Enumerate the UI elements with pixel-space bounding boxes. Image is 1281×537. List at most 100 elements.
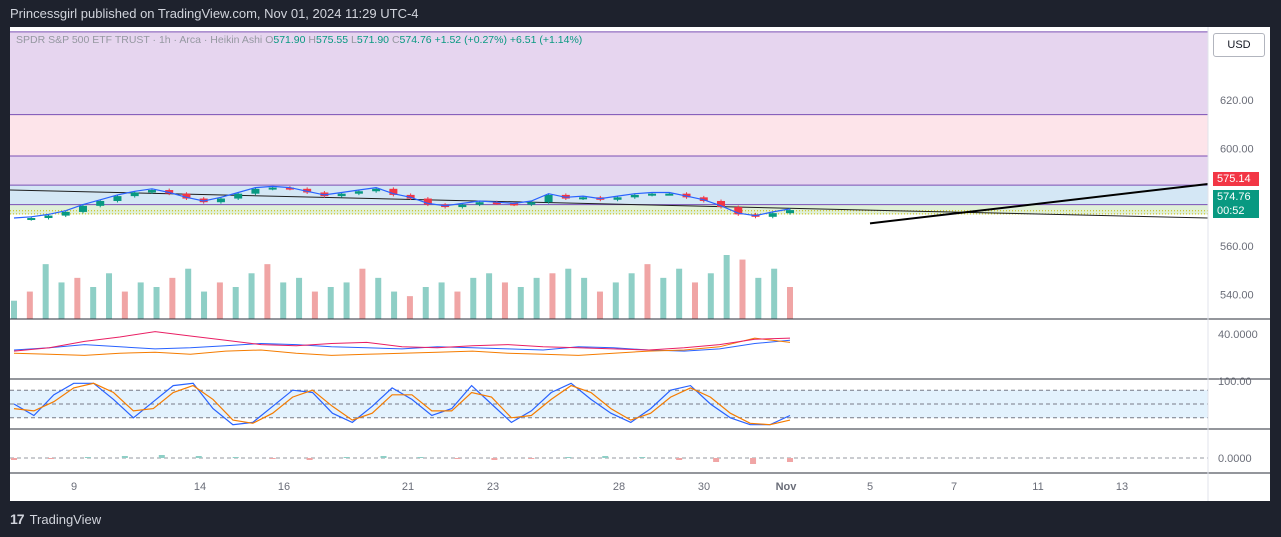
countdown-tag: 00:52	[1213, 204, 1259, 218]
x-tick-6: 30	[698, 481, 710, 493]
volume-bar-2	[42, 264, 49, 319]
candle-body-15	[268, 187, 277, 190]
dmi-line-1	[13, 337, 791, 356]
volume-bar-11	[185, 268, 192, 319]
symbol-label[interactable]: SPDR S&P 500 ETF TRUST · 1h · Arca · Hei…	[16, 34, 263, 46]
candle-body-40	[699, 197, 708, 201]
currency-button[interactable]: USD	[1213, 33, 1265, 57]
candle-body-1	[27, 218, 36, 221]
volume-bar-14	[232, 287, 239, 319]
volume-bar-13	[216, 282, 223, 319]
candle-body-38	[665, 193, 674, 196]
volume-bar-1	[26, 291, 33, 319]
candle-body-41	[717, 200, 726, 208]
close-label: C	[391, 34, 400, 46]
x-tick-2: 16	[278, 481, 290, 493]
macd-bar-14	[528, 458, 535, 459]
macd-bar-20	[750, 458, 757, 464]
macd-bar-10	[380, 456, 387, 458]
x-tick-11: 13	[1116, 481, 1128, 493]
candle-body-9	[165, 190, 174, 194]
candle-body-6	[113, 196, 122, 201]
candle-body-13	[234, 193, 243, 199]
volume-bar-31	[501, 282, 508, 319]
macd-bar-6	[232, 457, 239, 458]
candle-body-5	[96, 200, 105, 206]
stoch-line-1	[13, 382, 791, 426]
candle-body-24	[423, 198, 432, 205]
ohlc-legend: SPDR S&P 500 ETF TRUST · 1h · Arca · Hei…	[16, 34, 582, 46]
last-price-tag: 574.76	[1213, 190, 1259, 204]
chart-svg[interactable]: 620.00 600.00 560.00 540.00 40.0000 100.00 0.0…	[10, 27, 1270, 501]
macd-bar-8	[306, 458, 313, 460]
macd-bar-15	[565, 457, 572, 458]
tradingview-logo-icon: 17	[10, 511, 25, 527]
price-tick-3: 540.00	[1220, 290, 1254, 302]
candle-body-28	[492, 202, 501, 205]
volume-bar-3	[58, 282, 65, 319]
zone-2	[10, 155, 1208, 186]
footer: 17 TradingView	[10, 511, 101, 527]
volume-bar-38	[612, 282, 619, 319]
macd-bar-13	[491, 458, 498, 460]
chart-frame[interactable]: 620.00 600.00 560.00 540.00 40.0000 100.00 0.0…	[10, 27, 1270, 501]
x-tick-4: 23	[487, 481, 499, 493]
volume-bar-35	[565, 268, 572, 319]
volume-bar-16	[264, 264, 271, 319]
macd-bar-7	[269, 458, 276, 459]
volume-bar-36	[581, 277, 588, 319]
volume-bar-44	[707, 273, 714, 319]
price-tick-0: 620.00	[1220, 95, 1254, 107]
candle-body-4	[78, 205, 87, 212]
candle-body-36	[630, 194, 639, 198]
publisher-line: Princessgirl published on TradingView.co…	[10, 6, 419, 21]
volume-bar-25	[406, 296, 413, 319]
volume-bar-20	[327, 287, 334, 319]
macd-bar-0	[11, 458, 17, 460]
macd-bar-18	[676, 458, 683, 460]
low-label: L	[351, 34, 357, 46]
volume-bar-46	[739, 259, 746, 319]
candle-body-20	[354, 191, 363, 194]
x-tick-5: 28	[613, 481, 625, 493]
volume-bar-0	[11, 300, 17, 319]
candle-body-22	[389, 188, 398, 195]
moving-average-line	[13, 185, 791, 219]
volume-bar-15	[248, 273, 255, 319]
low-value: 571.90	[356, 34, 390, 46]
zone-0	[10, 31, 1208, 115]
candle-body-17	[303, 188, 312, 193]
close-value: 574.76	[399, 34, 432, 46]
volume-bar-28	[454, 291, 461, 319]
candle-body-14	[251, 188, 260, 194]
volume-bar-5	[90, 287, 97, 319]
candle-body-3	[61, 211, 70, 216]
x-tick-8: 5	[867, 481, 873, 493]
candle-body-29	[510, 203, 519, 206]
candle-body-11	[199, 198, 208, 203]
change-value: +1.52 (+0.27%)	[434, 34, 507, 46]
trendline-up	[869, 182, 1209, 225]
x-tick-10: 11	[1032, 481, 1043, 493]
x-tick-0: 9	[71, 481, 77, 493]
macd-bar-12	[454, 458, 461, 459]
macd-bar-17	[639, 457, 646, 458]
volume-bar-41	[660, 277, 667, 319]
high-label: H	[308, 34, 316, 46]
macd-bar-5	[195, 456, 202, 458]
volume-bar-47	[755, 277, 762, 319]
volume-bar-32	[517, 287, 524, 319]
volume-bar-8	[137, 282, 144, 319]
macd-bar-3	[121, 456, 128, 458]
x-tick-1: 14	[194, 481, 206, 493]
candle-body-45	[786, 210, 794, 214]
volume-bar-42	[676, 268, 683, 319]
candle-body-42	[734, 207, 743, 215]
candle-body-27	[475, 202, 484, 205]
change-value-2: +6.51 (+1.14%)	[509, 34, 583, 46]
candle-body-19	[337, 193, 346, 197]
open-value: 571.90	[273, 34, 306, 46]
macd-bar-11	[417, 457, 424, 458]
macd-bar-1	[47, 458, 54, 459]
volume-bar-40	[644, 264, 651, 319]
